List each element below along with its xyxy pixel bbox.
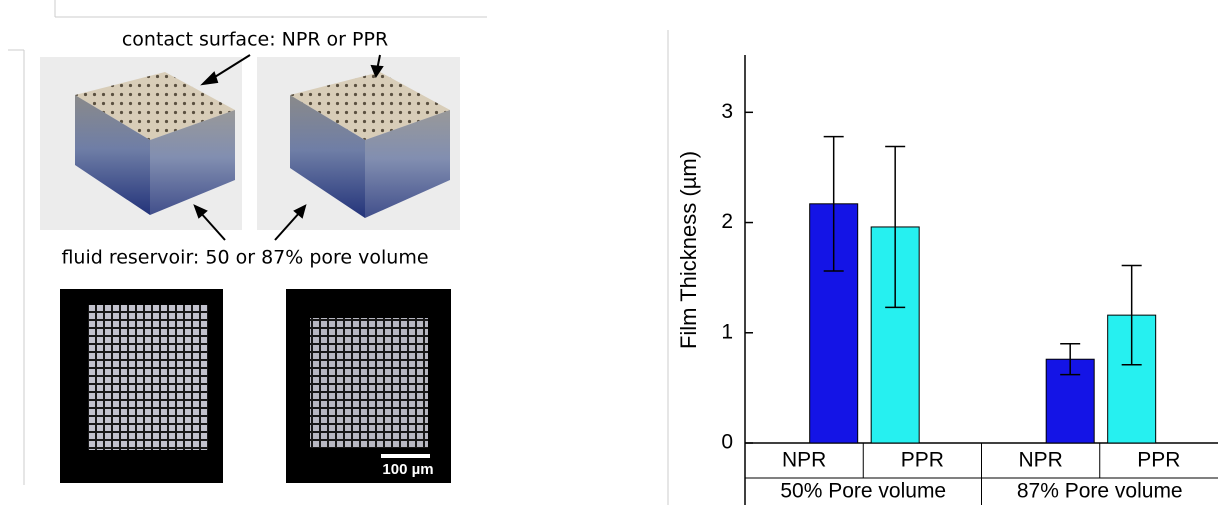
category-label: NPR xyxy=(782,449,826,472)
y-tick-label: 3 xyxy=(721,100,733,123)
category-label: NPR xyxy=(1018,449,1062,472)
rendering-npr xyxy=(40,57,242,230)
arrows xyxy=(193,54,384,241)
photo-npr xyxy=(60,289,223,483)
y-tick-label: 1 xyxy=(721,320,733,343)
y-tick-label: 0 xyxy=(721,431,733,454)
annotation: contact surface: NPR or PPR xyxy=(122,29,388,51)
category-label: PPR xyxy=(901,449,944,472)
group-label: 87% Pore volume xyxy=(1017,480,1183,503)
y-tick-label: 2 xyxy=(721,210,733,233)
scale-bar-label: 100 µm xyxy=(382,461,433,478)
y-axis-label: Film Thickness (µm) xyxy=(676,151,701,349)
frame-lines xyxy=(8,0,669,505)
chart: Film Thickness (µm) 0 1 2 3 50% Pore volume NP… xyxy=(676,55,1218,505)
category-label: PPR xyxy=(1137,449,1180,472)
annotation: fluid reservoir: 50 or 87% pore volume xyxy=(61,247,428,269)
rendering-ppr xyxy=(257,57,460,230)
photo-ppr xyxy=(286,289,451,483)
group-label: 50% Pore volume xyxy=(780,480,946,503)
